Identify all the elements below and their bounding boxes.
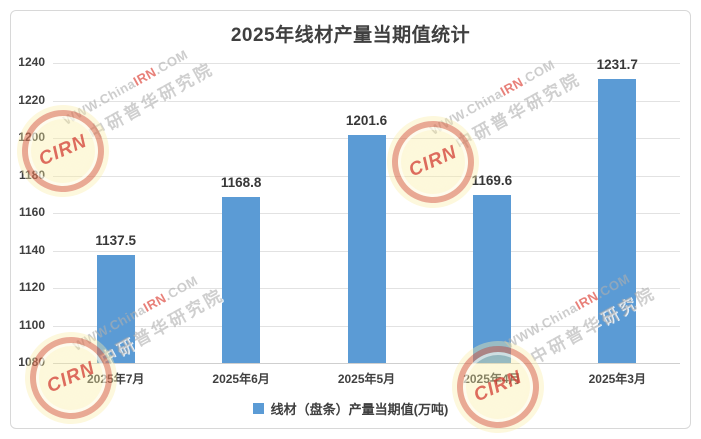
bar-value-label: 1169.6 — [471, 173, 513, 188]
y-axis-tick-label: 1220 — [18, 92, 45, 107]
x-axis-label: 2025年5月 — [337, 372, 396, 386]
chart-title: 2025年线材产量当期值统计 — [230, 25, 471, 46]
y-axis-tick-label: 1120 — [18, 280, 45, 294]
y-axis-tick-label: 1180 — [18, 167, 45, 182]
x-axis-label: 2025年4月 — [463, 372, 521, 386]
bar-value-label: 1168.8 — [220, 174, 262, 190]
gridline — [53, 63, 680, 64]
y-axis-tick-label: 1240 — [18, 55, 45, 69]
watermark-brand-text: 中研普华研究院 — [85, 59, 218, 144]
watermark-text: WWW.ChinaIRN.COM 中研普华研究院 — [427, 33, 614, 163]
watermark-url-text: WWW.ChinaIRN.COM — [502, 270, 633, 352]
y-axis-tick-label: 1160 — [18, 205, 45, 219]
x-axis-label: 2025年6月 — [212, 372, 270, 386]
x-axis-label: 2025年3月 — [588, 372, 646, 386]
bar — [347, 135, 386, 363]
bar-value-label: 1137.5 — [95, 233, 136, 249]
chart-frame: 2025年线材产量当期值统计 1080 1100 1120 1140 1160 1180 1… — [10, 10, 691, 439]
y-axis-tick-label: 1100 — [18, 317, 45, 332]
legend: 线材（盘条）产量当期值(万吨) — [11, 399, 690, 418]
watermark-text: WWW.ChinaIRN.COM 中研普华研究院 — [502, 247, 689, 377]
watermark-url-text: WWW.ChinaIRN.COM — [427, 56, 558, 138]
bar — [598, 78, 637, 363]
y-axis-tick-label: 1200 — [18, 130, 45, 144]
bar-value-label: 1231.7 — [596, 56, 638, 72]
legend-label: 线材（盘条）产量当期值(万吨) — [270, 402, 449, 417]
bar-value-label: 1201.6 — [345, 113, 388, 128]
bar — [96, 255, 135, 363]
x-axis-label: 2025年7月 — [87, 372, 145, 386]
legend-swatch — [252, 403, 264, 414]
gridline — [53, 363, 680, 364]
y-axis-tick-label: 1140 — [18, 242, 45, 257]
bar — [472, 195, 511, 363]
watermark-stamp-cirn: CIRN — [11, 99, 115, 203]
y-axis-tick-label: 1080 — [18, 355, 45, 369]
gridline — [53, 100, 680, 102]
bar — [222, 196, 261, 363]
